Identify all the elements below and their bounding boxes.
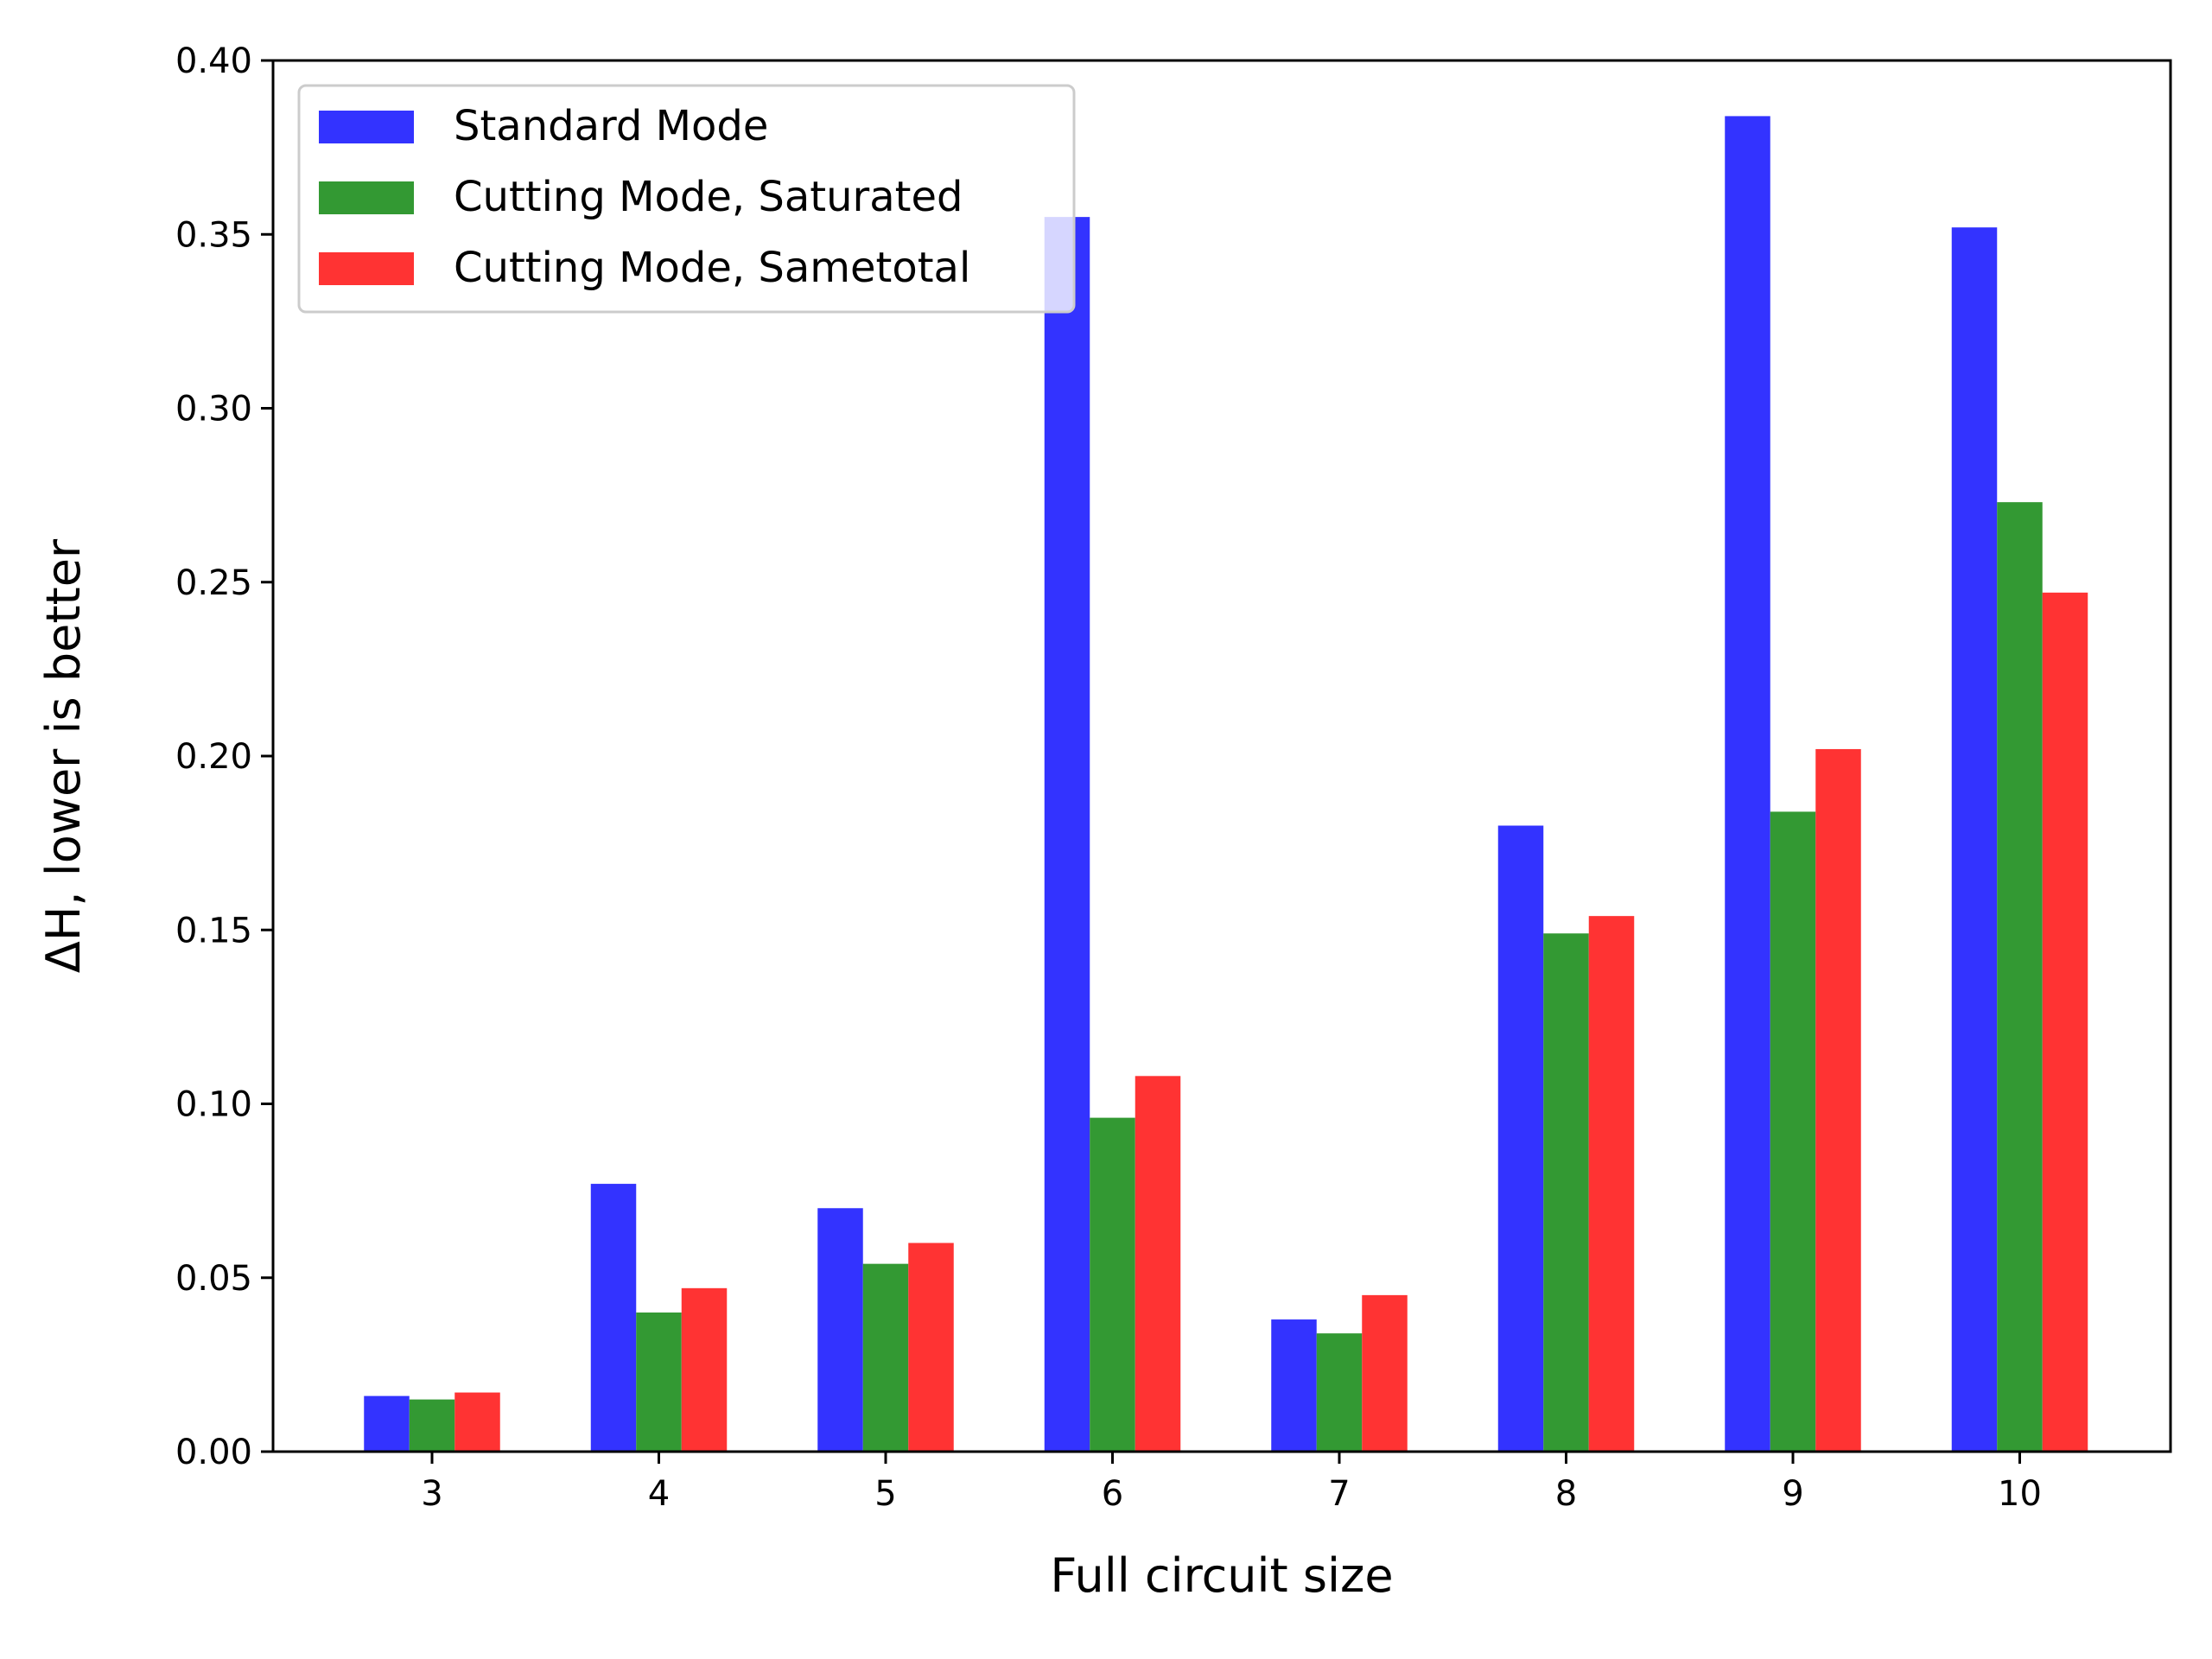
bars-group [364,116,2088,1452]
legend-swatch [319,181,414,214]
legend-swatch [319,252,414,285]
x-tick-label: 10 [1998,1474,2042,1514]
bar [636,1313,682,1452]
y-tick-label: 0.35 [175,215,252,255]
legend-label: Cutting Mode, Saturated [454,173,963,221]
bar [1543,933,1589,1452]
bar [908,1243,954,1452]
y-tick-label: 0.00 [175,1433,252,1472]
y-tick-label: 0.25 [175,563,252,603]
bar [1271,1319,1317,1452]
legend-label: Standard Mode [454,102,768,150]
y-axis-label: ΔH, lower is better [36,538,91,973]
bar [409,1399,455,1452]
y-tick-label: 0.20 [175,737,252,777]
x-tick-label: 4 [648,1474,670,1514]
x-tick-label: 5 [874,1474,896,1514]
bar [1770,811,1816,1452]
bar [1090,1117,1135,1452]
bar [1362,1294,1408,1452]
legend-box [297,84,1076,314]
bar [454,1392,500,1452]
bar [817,1208,863,1452]
bar [1951,227,1998,1452]
legend: Standard Mode Cutting Mode, Saturated Cutt… [297,84,1076,314]
x-tick-label: 7 [1328,1474,1350,1514]
bar [1815,748,1861,1452]
bar [1725,116,1770,1452]
bar [1135,1076,1181,1452]
x-axis: 3 4 5 6 7 8 9 10 [421,1452,2042,1514]
y-tick-label: 0.40 [175,41,252,81]
bar [590,1184,637,1452]
bar [862,1263,909,1452]
y-tick-label: 0.30 [175,390,252,429]
y-tick-label: 0.10 [175,1085,252,1125]
x-tick-label: 6 [1102,1474,1123,1514]
bar [1497,825,1544,1452]
x-axis-label: Full circuit size [1050,1548,1393,1603]
y-tick-label: 0.05 [175,1259,252,1299]
y-tick-label: 0.15 [175,911,252,950]
x-tick-label: 9 [1782,1474,1803,1514]
bar [1997,502,2043,1452]
bar [364,1395,410,1452]
bar [681,1287,728,1452]
x-tick-label: 3 [421,1474,442,1514]
bar [1316,1333,1363,1452]
legend-label: Cutting Mode, Sametotal [454,244,970,292]
bar [1588,916,1635,1452]
x-tick-label: 8 [1555,1474,1577,1514]
y-axis: 0.00 0.05 0.10 0.15 0.20 0.25 0.30 0.35 0.40 [175,41,273,1472]
bar [2042,592,2088,1452]
legend-swatch [319,111,414,143]
bar [1044,217,1090,1452]
